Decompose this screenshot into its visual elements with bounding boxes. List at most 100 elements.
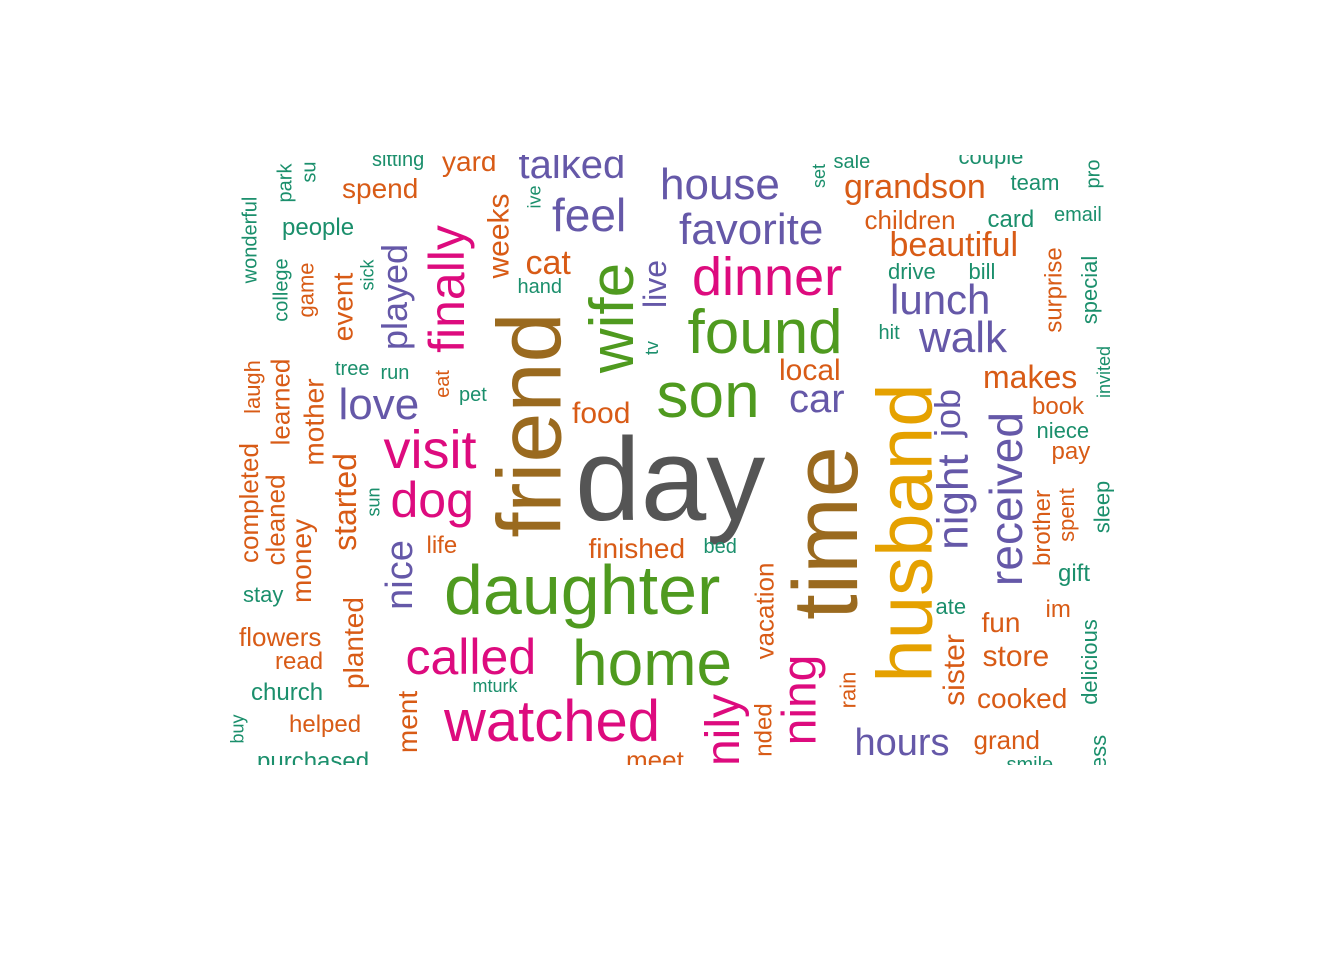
word-pet: pet (459, 384, 487, 406)
word-pay: pay (1051, 438, 1091, 465)
word-spend: spend (342, 173, 419, 204)
word-buy: buy (227, 714, 248, 744)
word-flowers: flowers (239, 622, 322, 652)
word-su: su (298, 161, 321, 183)
word-lunch: lunch (890, 276, 991, 323)
word-night: night (928, 454, 978, 550)
word-children: children (864, 205, 956, 235)
word-found: found (687, 298, 843, 367)
word-talked: talked (518, 155, 626, 187)
word-people: people (282, 214, 355, 241)
word-day: day (575, 414, 766, 546)
word-wife: wife (578, 262, 648, 374)
word-ate: ate (935, 594, 967, 619)
word-mother: mother (298, 378, 330, 466)
word-fun: fun (981, 607, 1021, 638)
word-car: car (789, 377, 845, 421)
word-eat: eat (431, 370, 454, 398)
word-makes: makes (983, 359, 1078, 395)
word-invited: invited (1094, 345, 1115, 399)
word-college: college (270, 258, 293, 322)
word-walk: walk (919, 313, 1008, 362)
word-dinner: dinner (692, 247, 843, 307)
word-nded: nded (750, 703, 778, 757)
word-hand: hand (517, 276, 563, 298)
word-brother: brother (1029, 489, 1057, 567)
word-bill: bill (968, 259, 996, 284)
word-mturk: mturk (472, 676, 518, 696)
word-church: church (251, 679, 324, 706)
word-planted: planted (337, 597, 369, 689)
word-vacation: vacation (748, 562, 779, 660)
word-book: book (1032, 393, 1085, 420)
word-home: home (572, 627, 733, 699)
word-sleep: sleep (1088, 480, 1114, 534)
word-called: called (405, 629, 537, 685)
word-finished: finished (588, 533, 686, 564)
word-nice: nice (378, 540, 421, 610)
word-purchased: purchased (257, 748, 370, 766)
word-run: run (380, 362, 410, 384)
word-store: store (982, 640, 1050, 673)
word-sister: sister (937, 634, 971, 706)
word-email: email (1054, 204, 1102, 226)
word-local: local (779, 354, 841, 387)
word-special: special (1077, 255, 1103, 325)
word-surprise: surprise (1040, 247, 1068, 333)
word-weeks: weeks (482, 193, 516, 279)
word-started: started (326, 453, 363, 551)
word-money: money (286, 518, 318, 604)
word-pro: pro (1081, 159, 1104, 189)
word-smile: smile (1006, 754, 1054, 765)
word-son: son (656, 359, 760, 431)
word-dog: dog (390, 472, 474, 528)
word-gift: gift (1058, 560, 1091, 587)
word-cat: cat (525, 244, 571, 282)
word-tree: tree (335, 358, 370, 380)
word-feel: feel (552, 189, 627, 241)
word-im: im (1045, 596, 1071, 623)
word-grandson: grandson (844, 168, 986, 206)
word-sick: sick (357, 259, 377, 291)
word-favorite: favorite (679, 205, 824, 254)
word-sale: sale (833, 155, 871, 173)
word-ess: ess (1086, 734, 1112, 765)
word-visit: visit (383, 420, 477, 480)
word-read: read (275, 648, 324, 675)
word-daughter: daughter (444, 551, 721, 629)
word-hours: hours (854, 722, 950, 764)
word-hit: hit (878, 322, 900, 344)
word-learned: learned (264, 358, 295, 446)
word-couple: couple (958, 155, 1024, 169)
word-completed: completed (233, 443, 264, 563)
word-team: team (1010, 170, 1060, 195)
word-nily: nily (697, 693, 751, 765)
word-cloud: day time friend husband daughter home son found… (224, 155, 1124, 765)
word-cleaned: cleaned (260, 474, 291, 566)
word-received: received (979, 412, 1032, 586)
word-live: live (637, 259, 674, 309)
word-friend: friend (480, 312, 581, 538)
word-spent: spent (1053, 488, 1079, 542)
word-watched: watched (444, 689, 661, 754)
word-food: food (572, 397, 631, 430)
word-game: game (293, 262, 319, 318)
word-wonderful: wonderful (238, 196, 261, 284)
word-played: played (374, 243, 416, 351)
word-yard: yard (442, 155, 497, 177)
word-meet: meet (626, 745, 684, 765)
word-card: card (987, 206, 1035, 233)
word-stay: stay (243, 582, 284, 607)
word-helped: helped (289, 711, 362, 738)
word-house: house (660, 160, 780, 209)
word-cooked: cooked (977, 683, 1068, 714)
word-ive: ive (524, 185, 545, 209)
word-ning: ning (772, 654, 826, 746)
word-park: park (273, 163, 296, 203)
word-rain: rain (834, 671, 860, 709)
word-finally: finally (418, 225, 475, 353)
word-love: love (338, 380, 420, 429)
word-life: life (426, 532, 458, 559)
word-delicious: delicious (1076, 619, 1102, 705)
word-laugh: laugh (239, 360, 265, 414)
